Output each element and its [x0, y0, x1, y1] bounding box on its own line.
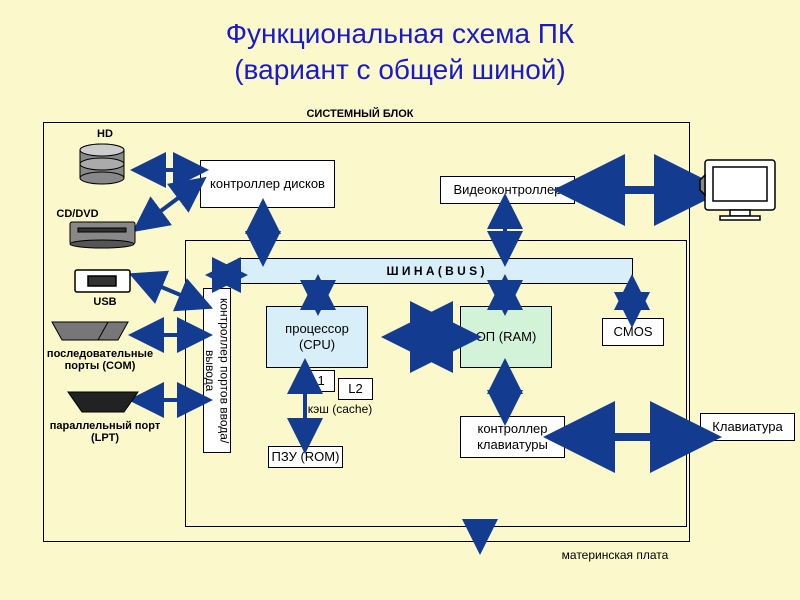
svg-layer	[0, 0, 800, 600]
